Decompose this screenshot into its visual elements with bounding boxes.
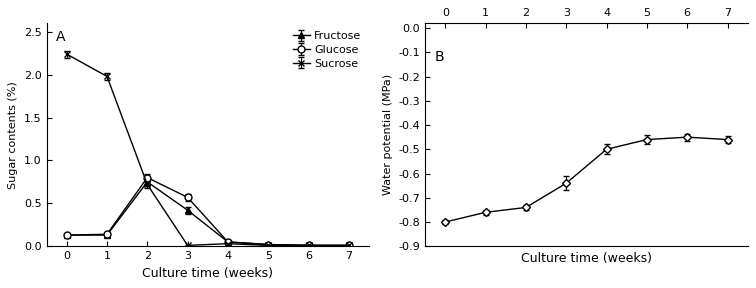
X-axis label: Culture time (weeks): Culture time (weeks) bbox=[142, 267, 273, 280]
X-axis label: Culture time (weeks): Culture time (weeks) bbox=[521, 252, 652, 265]
Text: B: B bbox=[435, 50, 445, 64]
Legend: Fructose, Glucose, Sucrose: Fructose, Glucose, Sucrose bbox=[291, 29, 364, 71]
Y-axis label: Water potential (MPa): Water potential (MPa) bbox=[383, 74, 393, 195]
Text: A: A bbox=[56, 30, 66, 44]
Y-axis label: Sugar contents (%): Sugar contents (%) bbox=[8, 81, 18, 189]
